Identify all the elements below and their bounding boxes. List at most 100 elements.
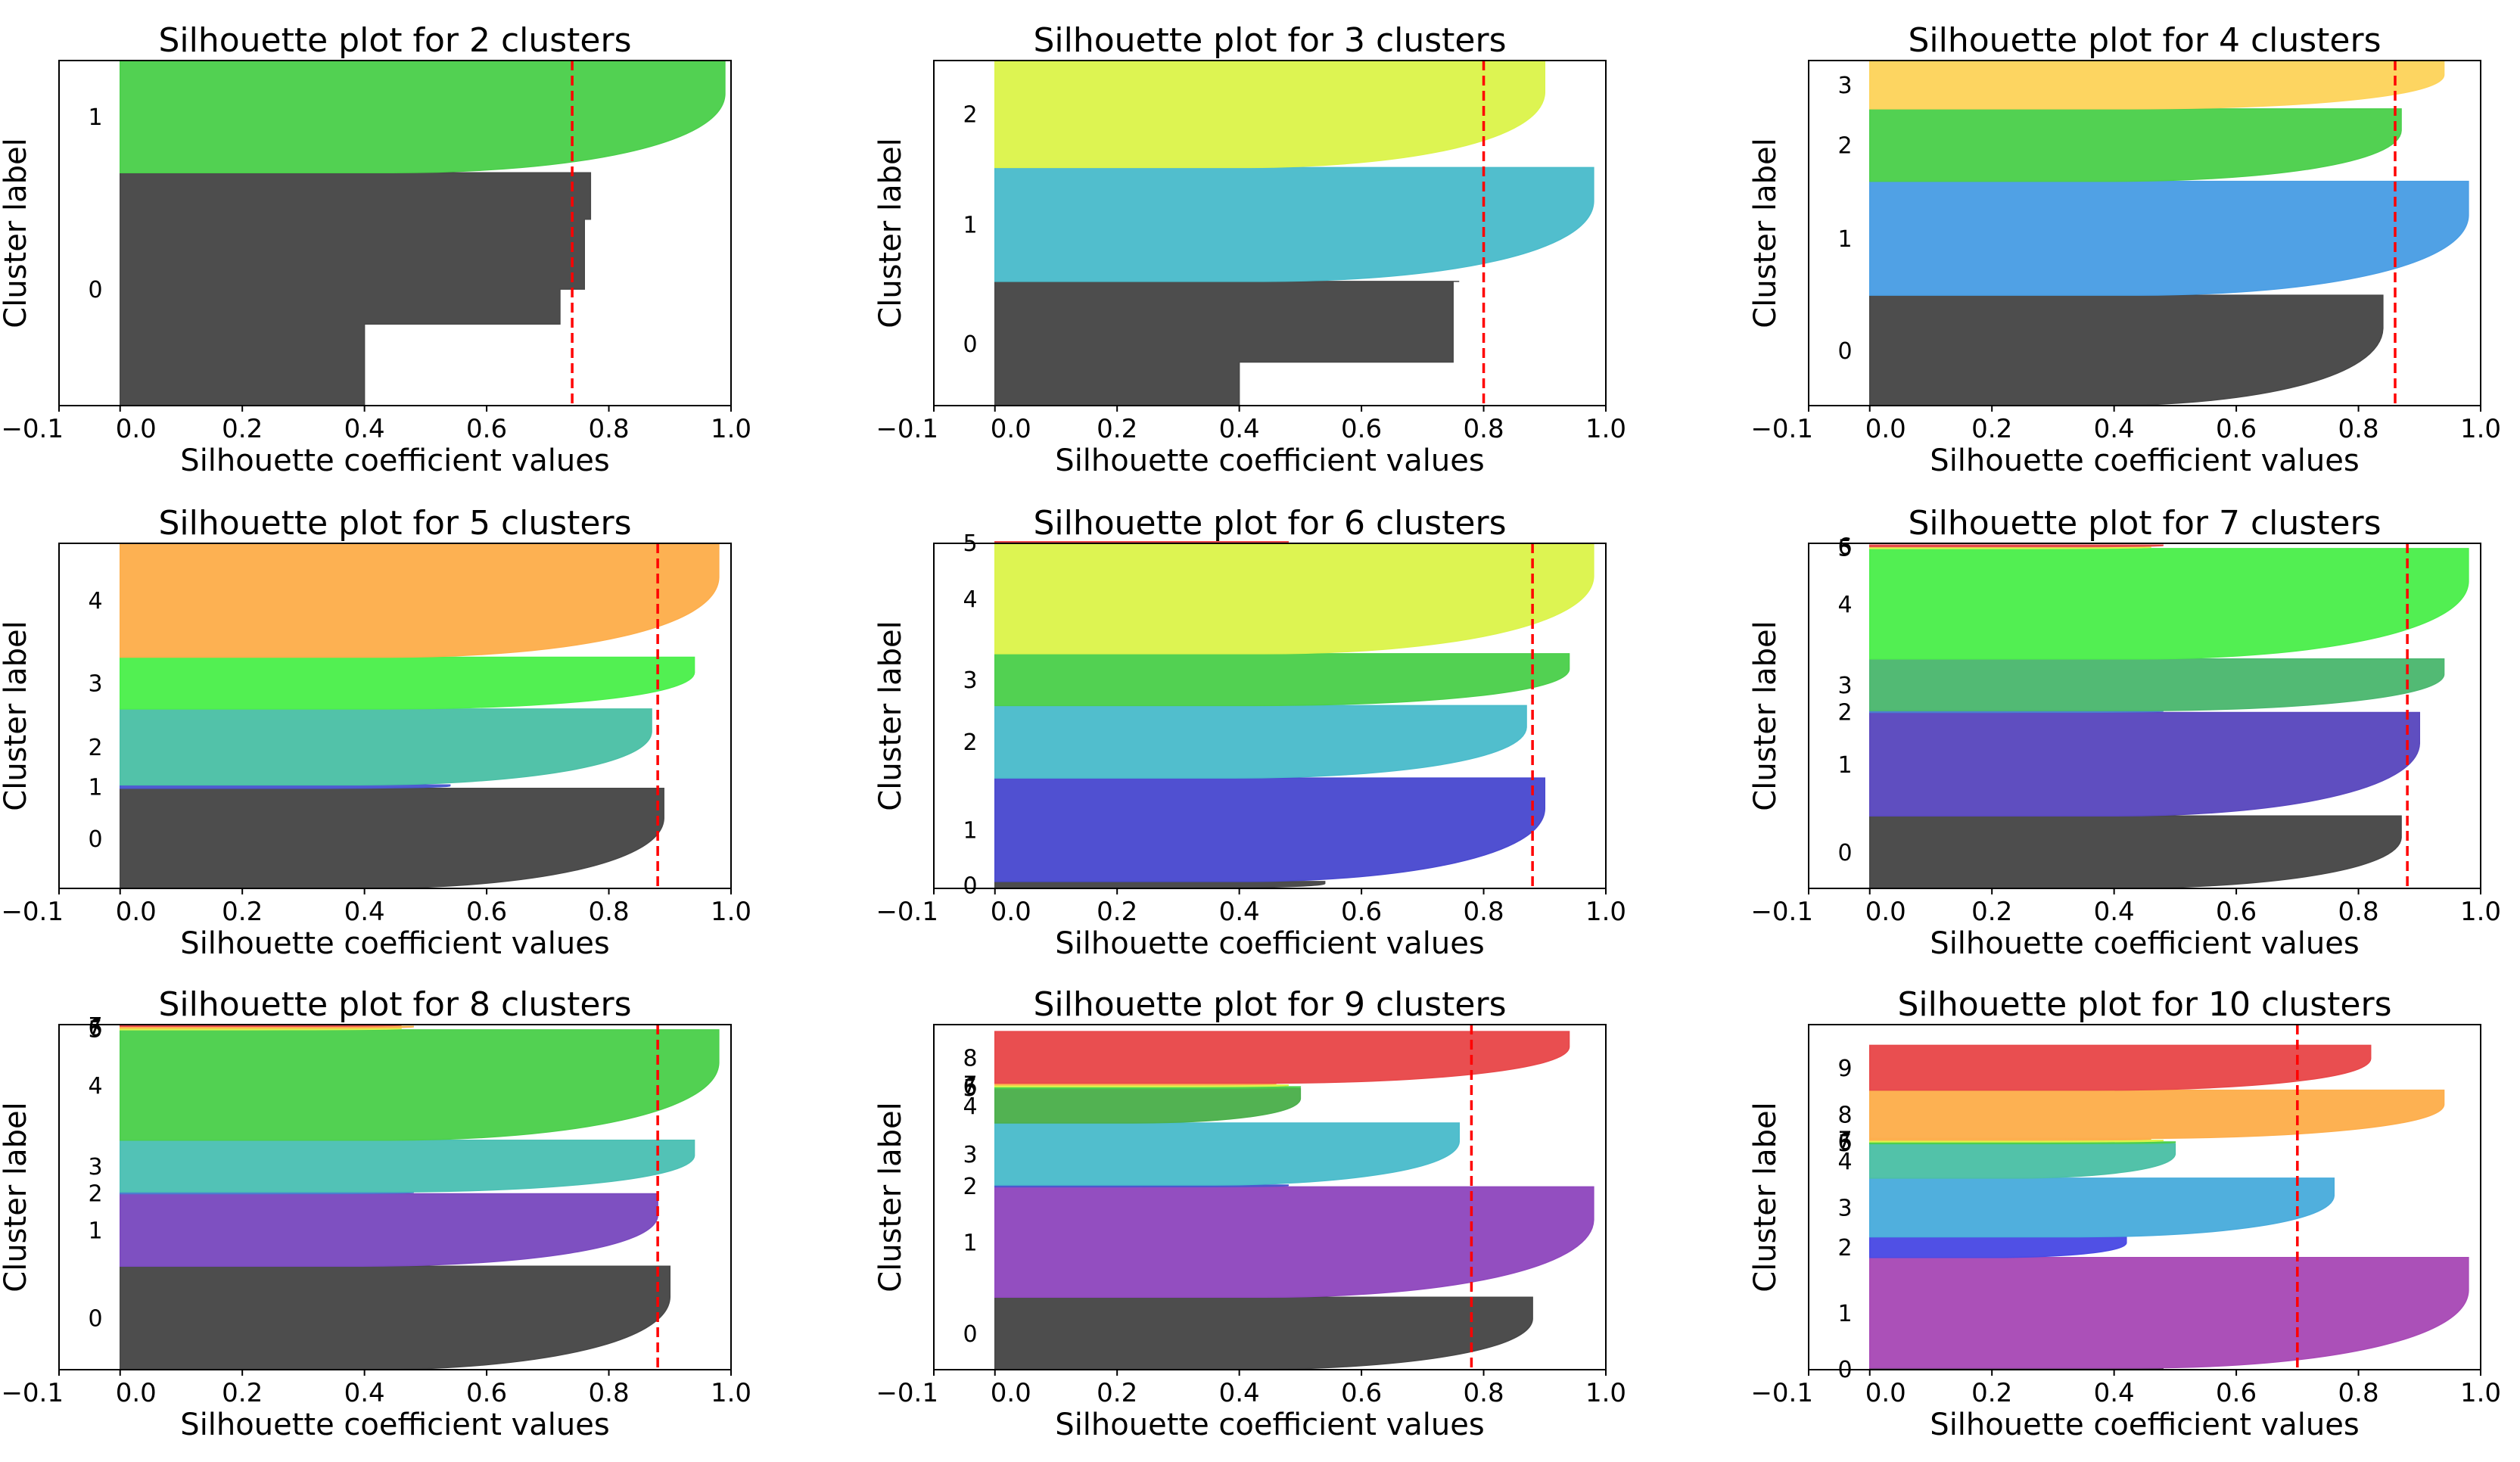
y-axis-label: Cluster label [873,138,908,328]
x-tick-label: 0.0 [991,897,1031,927]
x-tick-label: 0.8 [1464,414,1504,444]
x-tick-label: 0.8 [589,414,630,444]
cluster-band-2 [1868,108,2402,182]
x-tick-label: 0.2 [222,897,263,927]
cluster-band-0 [1868,815,2402,889]
cluster-band-4 [1868,548,2469,660]
cluster-band-4 [1868,1143,2176,1179]
cluster-band-4 [119,1029,720,1141]
x-tick-label: 0.2 [1097,1378,1137,1408]
x-tick-label: 0.4 [344,1378,385,1408]
cluster-band-1 [1868,1257,2469,1369]
cluster-label-2: 2 [1837,133,1852,160]
x-tick-label: 0.0 [991,414,1031,444]
x-tick-label: 0.0 [1865,1378,1906,1408]
cluster-label-7: 7 [1837,1128,1852,1154]
x-tick-label: −0.1 [1750,1378,1813,1408]
cluster-label-7: 7 [963,1072,977,1099]
x-axis-label: Silhouette coefficient values [1930,443,2359,478]
y-axis-label: Cluster label [873,1102,908,1292]
cluster-label-1: 1 [1837,1301,1852,1327]
x-axis-label: Silhouette coefficient values [1930,1408,2359,1442]
cluster-label-6: 6 [963,1074,977,1100]
x-tick-label: 0.6 [2216,1378,2257,1408]
cluster-band-3 [1868,658,2445,711]
cluster-label-3: 3 [88,1154,102,1180]
x-tick-label: 1.0 [1585,897,1626,927]
x-tick-label: 0.6 [466,414,507,444]
cluster-band-2 [994,60,1546,169]
chart-title: Silhouette plot for 7 clusters [1908,504,2381,543]
x-tick-label: 0.8 [1464,897,1504,927]
x-axis-label: Silhouette coefficient values [180,926,609,961]
axes-frame [933,1024,1607,1370]
cluster-label-1: 1 [1837,752,1852,779]
cluster-band-8 [994,1031,1570,1084]
cluster-band-2 [994,705,1527,779]
cluster-band-2 [119,708,652,785]
chart-title: Silhouette plot for 6 clusters [1033,504,1506,543]
x-axis-label: Silhouette coefficient values [180,1408,609,1442]
cluster-label-0: 0 [1837,840,1852,866]
cluster-label-1: 1 [963,1230,977,1256]
chart-title: Silhouette plot for 10 clusters [1897,985,2391,1024]
x-tick-label: −0.1 [1750,414,1813,444]
cluster-label-5: 5 [1837,1131,1852,1157]
x-tick-label: 0.8 [2338,897,2379,927]
cluster-label-9: 9 [1837,1056,1852,1082]
silhouette-panel-2: 0 1 2 −0.1 0.0 0.2 0.4 0.6 0.8 1.0 Silhouette plot… [873,21,1626,478]
x-tick-label: −0.1 [1,897,64,927]
silhouette-panel-6: 0 1 23 4 56 −0.1 0.0 0.2 0.4 0.6 0.8 1.0 Silhouette … [1748,504,2501,961]
y-axis-label: Cluster label [0,138,33,328]
x-tick-label: 0.4 [2094,1378,2135,1408]
x-tick-label: 0.4 [344,414,385,444]
cluster-label-8: 8 [963,1045,977,1072]
x-tick-label: 0.8 [2338,1378,2379,1408]
cluster-label-4: 4 [963,1093,977,1120]
cluster-label-1: 1 [88,1218,102,1244]
cluster-band-6 [1868,544,2164,548]
cluster-band-1 [119,784,451,789]
x-tick-label: 0.6 [2216,414,2257,444]
cluster-band-1 [119,1193,658,1267]
cluster-label-4: 4 [88,588,102,614]
chart-title: Silhouette plot for 4 clusters [1908,21,2381,60]
x-tick-label: 0.0 [116,897,157,927]
cluster-band-4 [994,1087,1302,1124]
x-tick-label: 0.4 [1219,897,1260,927]
x-tick-label: −0.1 [1,1378,64,1408]
cluster-label-6: 6 [88,1015,102,1041]
x-tick-label: 1.0 [1585,414,1626,444]
cluster-band-2 [1868,1236,2127,1258]
cluster-label-0: 0 [963,873,977,899]
cluster-label-1: 1 [963,213,977,239]
axes-frame [1808,543,2481,889]
cluster-band-3 [994,653,1570,707]
x-tick-label: 0.4 [344,897,385,927]
cluster-label-1: 1 [88,104,102,131]
cluster-band-3 [994,1122,1460,1186]
cluster-label-7: 7 [88,1013,102,1040]
cluster-label-2: 2 [1837,1235,1852,1261]
cluster-band-3 [1868,60,2445,110]
chart-title: Silhouette plot for 2 clusters [158,21,631,60]
cluster-label-2: 2 [963,729,977,756]
axes-frame [58,543,732,889]
cluster-label-8: 8 [1837,1103,1852,1129]
cluster-label-0: 0 [88,277,102,303]
chart-title: Silhouette plot for 9 clusters [1033,985,1506,1024]
x-tick-label: 1.0 [711,414,751,444]
cluster-band-1 [1868,711,2421,817]
chart-title: Silhouette plot for 8 clusters [158,985,631,1024]
cluster-label-5: 5 [963,1075,977,1102]
cluster-label-0: 0 [88,1306,102,1333]
x-axis-label: Silhouette coefficient values [1930,926,2359,961]
cluster-label-4: 4 [963,586,977,613]
axes-frame [58,60,732,406]
cluster-band-4 [994,543,1594,655]
cluster-band-0 [994,881,1326,889]
x-tick-label: 1.0 [2460,1378,2501,1408]
